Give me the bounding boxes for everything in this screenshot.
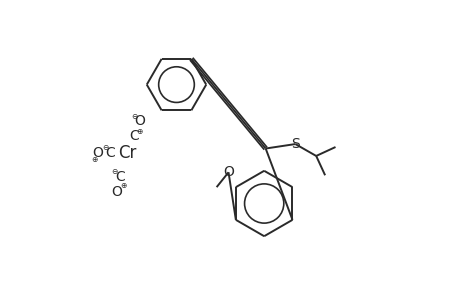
Text: O: O [134,114,145,128]
Text: C: C [116,170,125,184]
Text: ⊖: ⊖ [130,112,137,121]
Text: S: S [291,137,299,151]
Text: O: O [92,146,103,160]
Text: ⊕: ⊕ [120,181,127,190]
Text: Cr: Cr [118,144,136,162]
Text: C: C [129,129,139,143]
Text: O: O [112,184,122,199]
Text: ⊕: ⊕ [136,127,143,136]
Text: O: O [223,165,234,179]
Text: C: C [106,146,115,160]
Text: ⊖: ⊖ [111,167,118,176]
Text: ⊕: ⊕ [91,155,97,164]
Text: ⊖: ⊖ [102,143,108,152]
